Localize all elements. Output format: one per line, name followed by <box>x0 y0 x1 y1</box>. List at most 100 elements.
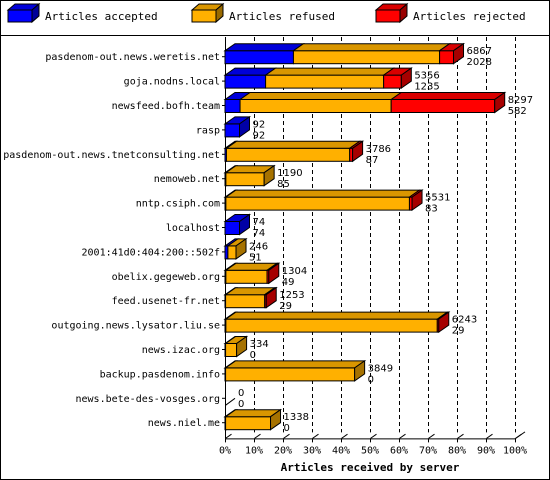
bar-segment-side <box>268 262 280 285</box>
category-label: goja.nodns.local <box>124 77 220 88</box>
category-label: feed.usenet-fr.net <box>112 296 220 307</box>
bar-segment-top <box>224 189 422 198</box>
x-tick-label: 20% <box>274 445 292 456</box>
value-label-bottom: 0 <box>368 374 374 385</box>
value-label-top: 5356 <box>414 71 439 82</box>
bar-segment-side <box>352 140 364 163</box>
x-tick-depth <box>283 433 290 439</box>
category-label: 2001:41d0:404:200::502f <box>82 247 220 258</box>
category-label: newsfeed.bofh.team <box>112 101 220 112</box>
category-label: pasdenom-out.news.weretis.net <box>45 52 220 63</box>
bar-segment-side <box>263 164 275 187</box>
value-label-top: 3849 <box>368 363 393 374</box>
x-tick-depth <box>312 433 319 439</box>
category-label: pasdenom-out.news.tnetconsulting.net <box>3 150 220 161</box>
bar-segment-side <box>239 213 250 236</box>
value-label-top: 1338 <box>284 412 309 423</box>
x-axis-label: Articles received by server <box>281 461 460 474</box>
legend-swatch <box>7 9 33 23</box>
value-label-top: 3786 <box>366 144 391 155</box>
bar-segment <box>224 74 267 89</box>
value-label-bottom: 49 <box>282 277 295 288</box>
x-tick-depth <box>254 433 261 439</box>
bar-segment-top <box>223 360 367 369</box>
value-label-bottom: 0 <box>250 350 256 361</box>
value-label-top: 6867 <box>467 46 492 57</box>
x-tick-label: 70% <box>419 445 437 456</box>
category-label: news.bete-des-vosges.org <box>76 394 221 405</box>
bar-row: pasdenom-out.news.tnetconsulting.net 3786… <box>3 140 391 166</box>
bar-segment <box>225 294 266 309</box>
x-tick-label: 50% <box>361 445 379 456</box>
x-tick-depth <box>399 433 406 439</box>
bar-segment-side <box>494 91 506 114</box>
bar-segment-top <box>238 92 403 100</box>
category-label: localhost <box>166 223 220 234</box>
bar-segment <box>224 50 294 65</box>
value-label-bottom: 83 <box>425 204 438 215</box>
value-label-top: 92 <box>253 119 266 130</box>
x-tick-label: 90% <box>477 445 495 456</box>
value-label-bottom: 1235 <box>414 82 439 93</box>
bar-segment-top <box>264 67 396 76</box>
x-tick-label: 80% <box>448 445 466 456</box>
legend-swatch <box>191 9 217 23</box>
bar-segment-top <box>223 43 306 52</box>
x-tick-depth <box>225 433 232 439</box>
category-label: news.niel.me <box>148 418 220 429</box>
bar-segment-side <box>411 189 423 212</box>
legend-item: Articles accepted <box>6 2 158 24</box>
bar-segment-side <box>239 115 250 138</box>
bar-segment-top <box>224 311 449 320</box>
value-label-bottom: 2028 <box>467 57 492 68</box>
bar-segment <box>239 99 392 113</box>
bar-segment-side <box>438 311 450 334</box>
bar-segment <box>225 147 351 162</box>
bar-segment <box>390 99 496 113</box>
value-label-top: 1190 <box>277 168 302 179</box>
value-label-top: 0 <box>238 388 244 399</box>
category-label: backup.pasdenom.info <box>100 369 220 380</box>
x-tick-depth <box>428 433 435 439</box>
bar-segment <box>225 318 438 333</box>
bar-segment-top <box>291 43 452 52</box>
value-label-top: 246 <box>249 241 268 252</box>
bar-segment <box>292 50 441 65</box>
value-label-bottom: 582 <box>508 106 527 117</box>
bar-row: news.bete-des-vosges.org 00 <box>76 388 245 410</box>
bar-segment <box>225 269 268 284</box>
legend: Articles accepted Articles refused Article… <box>6 2 526 24</box>
value-label-bottom: 51 <box>249 252 262 263</box>
x-tick-label: 0% <box>219 445 231 456</box>
bar-segment <box>224 123 240 138</box>
x-tick-label: 30% <box>303 445 321 456</box>
value-label-top: 1253 <box>279 290 304 301</box>
value-label-bottom: 74 <box>253 228 266 239</box>
bar-segment <box>383 74 402 89</box>
bar-segment <box>225 343 238 357</box>
bar-segment-side <box>400 67 412 90</box>
bar-segment-top <box>224 140 362 149</box>
legend-label: Articles refused <box>229 10 335 23</box>
x-tick-depth <box>370 433 377 439</box>
value-label-bottom: 29 <box>452 326 465 337</box>
x-tick-depth <box>457 433 464 439</box>
category-label: news.izac.org <box>142 345 220 356</box>
bar-segment <box>227 245 237 260</box>
bar-segment <box>225 416 272 431</box>
bar-segment <box>225 172 265 187</box>
value-label-top: 74 <box>253 217 266 228</box>
x-tick-label: 100% <box>503 445 527 456</box>
